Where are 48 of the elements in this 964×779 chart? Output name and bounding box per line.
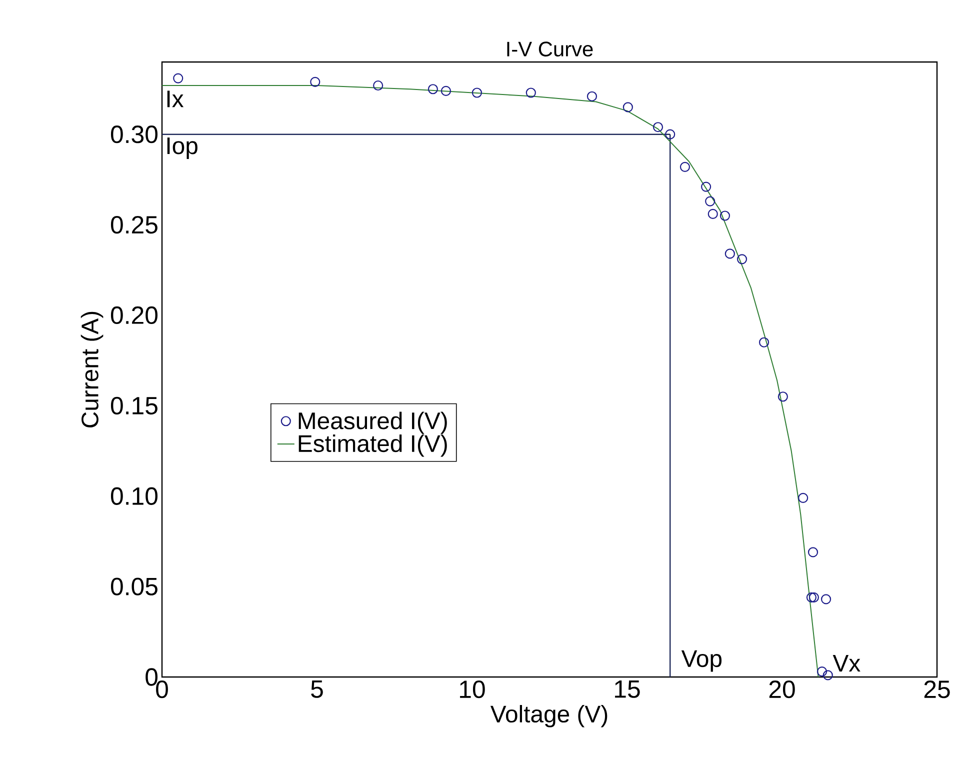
y-axis-title: Current (A) bbox=[80, 312, 104, 428]
y-tick-label: 0.30 bbox=[110, 126, 158, 144]
point bbox=[806, 592, 817, 602]
annotation: Ix bbox=[167, 90, 184, 108]
point bbox=[820, 594, 832, 604]
x-tick-label: 5 bbox=[311, 680, 323, 698]
point bbox=[440, 86, 452, 96]
point bbox=[798, 492, 808, 503]
y-tick-label: 0.10 bbox=[110, 487, 158, 505]
ref-line-label: Iop bbox=[167, 138, 198, 159]
chart-title: I-V Curve bbox=[507, 42, 593, 56]
point bbox=[665, 129, 676, 140]
y-tick-label: 0.20 bbox=[110, 306, 158, 324]
point bbox=[472, 88, 482, 98]
point bbox=[428, 84, 438, 94]
point bbox=[586, 91, 598, 102]
point bbox=[720, 210, 730, 221]
point bbox=[822, 670, 833, 680]
annotation: Vx bbox=[832, 655, 860, 672]
point bbox=[808, 547, 818, 558]
y-tick-label: 0.25 bbox=[110, 216, 158, 234]
point bbox=[758, 337, 770, 348]
point bbox=[808, 592, 819, 602]
x-tick-label: 20 bbox=[769, 680, 795, 698]
point bbox=[816, 666, 828, 677]
y-tick-label: 0.05 bbox=[110, 578, 158, 596]
point bbox=[173, 73, 184, 84]
point bbox=[652, 122, 664, 132]
x-axis-title: Voltage (V) bbox=[490, 704, 608, 728]
legend-label: Estimated I(V) bbox=[298, 434, 447, 457]
y-tick-label: 0 bbox=[146, 668, 158, 686]
point bbox=[705, 196, 716, 206]
x-tick-label: 15 bbox=[615, 680, 640, 698]
point bbox=[701, 182, 712, 192]
y-tick-label: 0.15 bbox=[110, 396, 158, 414]
x-tick-label: 10 bbox=[460, 680, 485, 698]
point bbox=[622, 102, 633, 112]
point bbox=[708, 208, 718, 219]
point bbox=[526, 88, 536, 98]
point bbox=[724, 248, 735, 259]
point bbox=[778, 392, 788, 402]
point bbox=[736, 254, 748, 264]
point bbox=[310, 76, 320, 87]
point bbox=[680, 162, 690, 172]
legend-label: Measured I(V) bbox=[298, 412, 447, 434]
ref-line-label: Vop bbox=[681, 650, 722, 672]
x-tick-label: 25 bbox=[924, 680, 950, 698]
point bbox=[373, 80, 384, 91]
